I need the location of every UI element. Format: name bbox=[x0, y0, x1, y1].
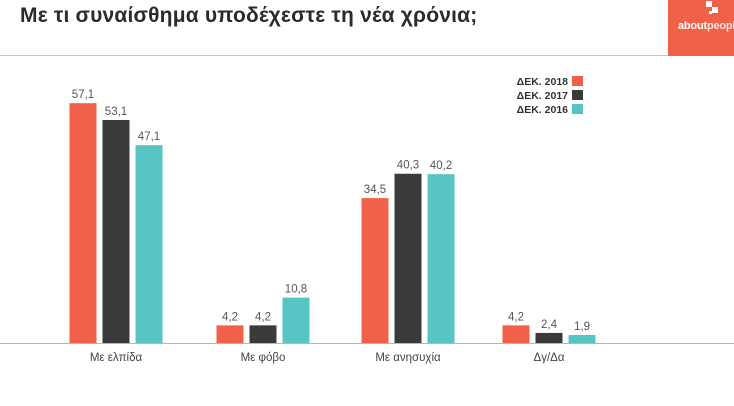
legend-swatch-2 bbox=[572, 104, 583, 114]
x-tick-label-1: Με φόβο bbox=[241, 352, 286, 364]
bar-3-0 bbox=[502, 325, 530, 343]
x-tick-label-0: Με ελπίδα bbox=[90, 352, 143, 364]
data-label-3-1: 2,4 bbox=[541, 319, 558, 331]
data-label-1-2: 10,8 bbox=[285, 284, 307, 296]
data-label-0-2: 47,1 bbox=[138, 131, 160, 143]
data-label-3-0: 4,2 bbox=[508, 311, 524, 323]
bar-3-1 bbox=[535, 332, 563, 343]
bar-1-1 bbox=[249, 325, 277, 343]
legend-label-1: ΔΕΚ. 2017 bbox=[517, 90, 568, 102]
page-title: Με τι συναίσθημα υποδέχεστε τη νέα χρόνι… bbox=[20, 4, 478, 27]
data-label-2-2: 40,2 bbox=[430, 160, 452, 172]
logo-text-people: people bbox=[706, 20, 734, 32]
data-label-0-0: 57,1 bbox=[72, 89, 94, 101]
bar-0-2 bbox=[135, 145, 163, 343]
bar-1-0 bbox=[216, 325, 244, 343]
data-label-3-2: 1,9 bbox=[574, 321, 590, 333]
bar-2-1 bbox=[394, 173, 422, 343]
bar-0-1 bbox=[102, 119, 130, 343]
data-label-0-1: 53,1 bbox=[105, 106, 127, 118]
data-label-2-0: 34,5 bbox=[364, 184, 386, 196]
data-label-1-0: 4,2 bbox=[222, 311, 238, 323]
brand-logo: aboutpeople bbox=[668, 0, 734, 56]
data-label-2-1: 40,3 bbox=[397, 160, 419, 172]
bar-2-0 bbox=[361, 198, 389, 343]
data-label-1-1: 4,2 bbox=[255, 311, 271, 323]
bar-0-0 bbox=[69, 103, 97, 344]
bar-2-2 bbox=[427, 174, 455, 343]
bar-3-2 bbox=[568, 335, 596, 343]
bar-1-2 bbox=[282, 297, 310, 343]
x-tick-label-2: Με ανησυχία bbox=[375, 352, 441, 364]
logo-text: aboutpeople bbox=[678, 20, 734, 32]
logo-mark-icon bbox=[706, 1, 718, 14]
legend-swatch-0 bbox=[572, 76, 583, 86]
legend-label-0: ΔΕΚ. 2018 bbox=[517, 76, 568, 88]
logo-text-about: about bbox=[678, 20, 707, 32]
x-tick-label-3: Δγ/Δα bbox=[534, 352, 565, 364]
legend-label-2: ΔΕΚ. 2016 bbox=[517, 104, 568, 116]
legend-swatch-1 bbox=[572, 90, 583, 100]
title-divider bbox=[0, 55, 668, 56]
